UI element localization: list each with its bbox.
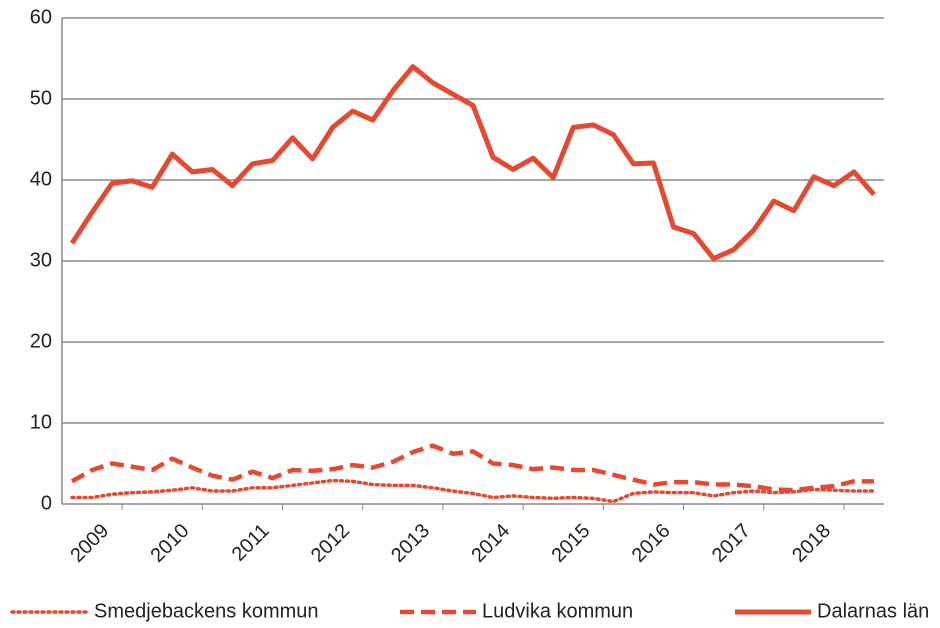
y-tick-label: 0 [41,492,52,514]
x-tick-label: 2018 [788,520,835,567]
x-tick-label: 2012 [307,520,354,567]
legend-label: Ludvika kommun [482,600,633,622]
y-tick-label: 60 [30,6,52,28]
legend-label: Smedjebackens kommun [94,600,319,622]
y-tick-label: 30 [30,249,52,271]
legend-label: Dalarnas län [817,600,929,622]
series-line [70,478,876,504]
x-tick-label: 2010 [146,520,193,567]
y-tick-label: 20 [30,330,52,352]
x-tick-label: 2016 [628,520,675,567]
x-tick-label: 2013 [387,520,434,567]
x-tick-label: 2014 [467,520,514,567]
x-tick-label: 2011 [228,520,274,566]
series-line [70,443,874,493]
x-tick-label: 2015 [547,520,594,567]
y-tick-label: 10 [30,411,52,433]
y-tick-label: 50 [30,87,52,109]
series-line [69,64,876,262]
y-tick-label: 40 [30,168,52,190]
x-tick-label: 2017 [708,520,755,567]
x-tick-label: 2009 [66,520,113,567]
